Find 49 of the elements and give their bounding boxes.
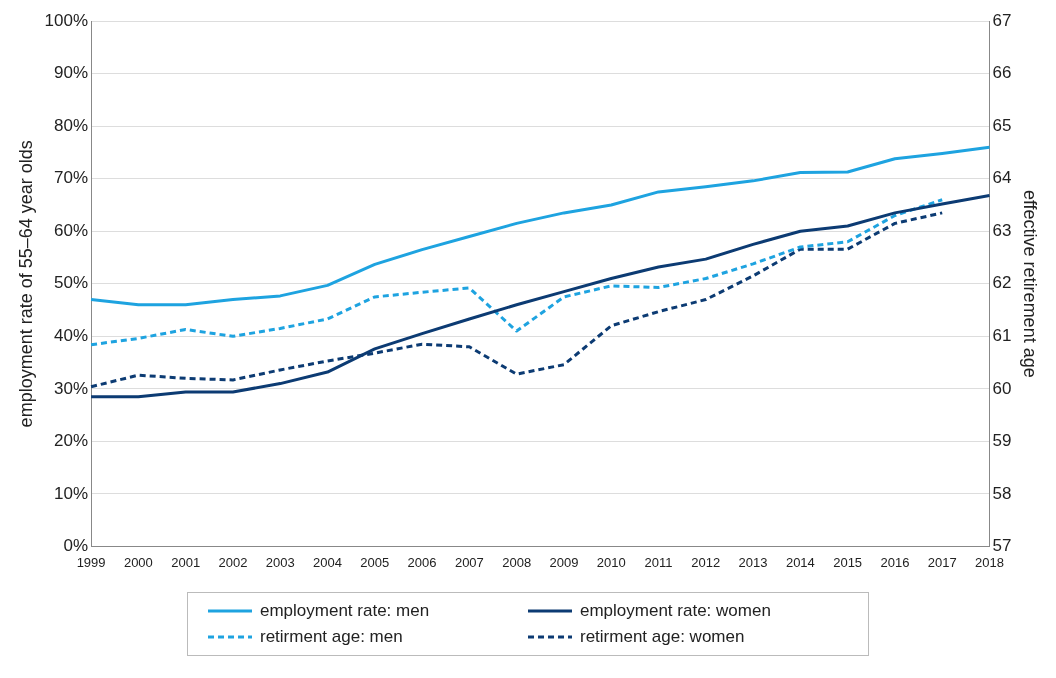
x-tick-label: 2007: [454, 554, 484, 570]
y2-tick-label: 62: [992, 273, 1012, 293]
y2-tick-label: 64: [992, 168, 1012, 188]
x-tick-label: 2011: [644, 554, 673, 570]
x-tick-label: 2013: [738, 554, 768, 570]
y2-tick-label: 59: [992, 431, 1012, 451]
x-tick-label: 2010: [596, 554, 626, 570]
y-tick-label: 70%: [54, 168, 89, 188]
x-tick-label: 1999: [76, 554, 106, 570]
y-tick-label: 60%: [54, 220, 89, 240]
x-tick-label: 2012: [691, 554, 721, 570]
y-tick-label: 50%: [54, 273, 89, 293]
legend-label: employment rate: men: [260, 601, 430, 621]
x-tick-label: 2017: [927, 554, 957, 570]
y2-tick-label: 60: [992, 378, 1012, 398]
y2-tick-label: 67: [992, 10, 1012, 30]
y2-tick-label: 63: [992, 220, 1012, 240]
y-axis-title: employment rate of 55–64 year olds: [15, 140, 36, 428]
x-tick-label: 2009: [549, 554, 579, 570]
x-tick-label: 2005: [360, 554, 390, 570]
x-tick-label: 2004: [313, 554, 342, 570]
x-tick-label: 2008: [502, 554, 532, 570]
y-tick-label: 40%: [54, 326, 89, 346]
y2-tick-label: 65: [992, 115, 1012, 135]
x-tick-label: 2006: [407, 554, 437, 570]
x-tick-label: 2016: [880, 554, 910, 570]
legend-label: retirment age: men: [260, 627, 403, 647]
x-tick-label: 2015: [833, 554, 863, 570]
y2-axis-title: effective retirement age: [1020, 189, 1041, 378]
x-tick-label: 2002: [218, 554, 248, 570]
x-tick-label: 2014: [785, 554, 815, 570]
x-tick-label: 2003: [265, 554, 295, 570]
y-tick-label: 0%: [63, 536, 89, 556]
y-tick-label: 100%: [44, 10, 89, 30]
legend-label: employment rate: women: [580, 601, 771, 621]
y2-tick-label: 57: [992, 536, 1012, 556]
x-tick-label: 2001: [171, 554, 201, 570]
y2-tick-label: 66: [992, 63, 1012, 83]
y2-tick-label: 61: [992, 326, 1012, 346]
y-tick-label: 10%: [54, 483, 89, 503]
y-tick-label: 90%: [54, 63, 89, 83]
x-tick-label: 2018: [975, 554, 1004, 570]
y-tick-label: 20%: [54, 431, 89, 451]
line-series: [89, 198, 944, 347]
x-tick-label: 2000: [123, 554, 153, 570]
legend-label: retirment age: women: [580, 627, 745, 647]
y2-tick-label: 58: [992, 483, 1012, 503]
y-tick-label: 30%: [54, 378, 89, 398]
y-tick-label: 80%: [54, 115, 89, 135]
